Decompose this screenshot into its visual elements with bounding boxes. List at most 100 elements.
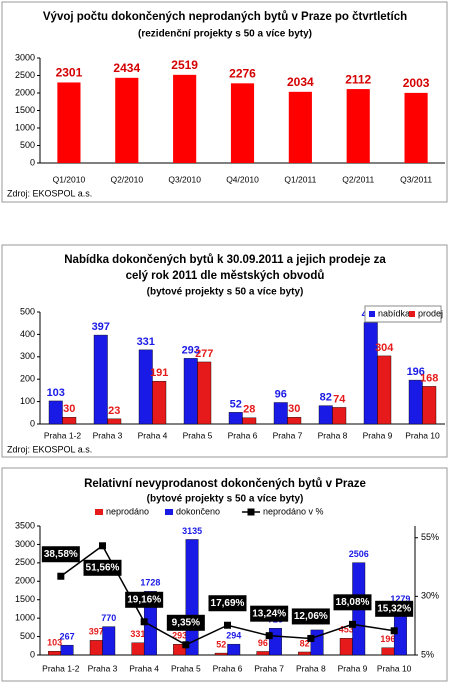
bar [363,322,378,425]
chart-title: Relativní nevyprodanost dokončených bytů… [84,478,366,490]
value-label-box [375,600,414,617]
value-label: 23 [108,405,120,417]
bar [339,638,353,656]
bar [173,74,197,163]
value-label: 191 [150,367,168,379]
value-label-box [125,591,164,608]
y-tick-label: 500 [20,631,35,641]
bar [115,77,139,163]
x-tick-label: Praha 7 [254,663,284,673]
value-label: 17,69% [211,598,245,609]
chart-subtitle: (bytové projekty s 50 a více byty) [147,287,304,298]
x-tick-label: Q3/2011 [400,174,432,184]
y-tick-label: 300 [20,351,35,361]
value-label: 293 [172,631,187,641]
value-label: 2276 [229,67,256,81]
y2-tick-label: 55% [421,532,439,542]
bar [346,89,370,163]
y-tick-label: 100 [20,396,35,406]
x-tick-label: Praha 3 [93,430,123,440]
y-tick-label: 1500 [15,105,35,115]
marker [99,542,106,550]
value-label: 51,56% [86,562,120,573]
y2-tick-label: 30% [421,591,439,601]
chart-frame [1,244,448,458]
y-tick-label: 200 [20,374,35,384]
marker [57,572,65,580]
marker [265,632,273,640]
legend-swatch [165,509,173,515]
value-label-box [166,614,205,631]
value-label: 304 [375,342,394,354]
legend-swatch [95,509,103,515]
bar [60,644,74,656]
value-label: 294 [226,631,241,641]
value-label: 196 [407,366,425,378]
y-tick-label: 2000 [15,576,35,586]
x-tick-label: Praha 1-2 [42,663,80,673]
value-label: 18,08% [336,597,370,608]
value-label: 30 [63,403,75,415]
legend-frame [364,305,442,323]
legend-swatch [369,311,375,317]
marker [182,641,190,649]
y-tick-label: 500 [20,140,35,150]
bar [404,92,428,163]
y2-tick-label: 5% [421,649,434,659]
legend-label: neprodáno v % [263,506,324,516]
x-tick-label: Q1/2011 [284,174,316,184]
x-tick-label: Praha 4 [138,430,168,440]
bar [422,386,437,425]
x-tick-label: Praha 9 [363,430,393,440]
marker [349,620,356,628]
legend-swatch [247,508,255,516]
marker [390,627,398,635]
value-label: 96 [258,638,268,648]
marker [224,621,231,629]
bar [152,381,167,425]
value-label: 19,16% [127,594,161,605]
bar [214,652,228,656]
bar [230,83,255,163]
value-label-box [83,559,122,576]
y-tick-label: 1000 [15,613,35,623]
value-label: 15,32% [377,603,411,614]
value-label: 52 [216,639,226,649]
value-label: 2003 [403,76,430,90]
source: Zdroj: EKOSPOL a.s. [7,188,92,198]
legend-label: dokončeno [176,506,220,516]
bar [377,355,392,425]
value-label: 2434 [113,61,140,75]
bar [48,400,63,425]
value-label: 13,24% [252,608,286,619]
chart-frame [1,1,448,203]
y-tick-label: 1500 [15,594,35,604]
value-label: 453 [339,625,354,635]
bar [89,640,103,656]
value-label: 1279 [390,594,410,604]
y-tick-label: 0 [30,649,35,659]
bar [138,349,153,425]
bar [197,361,212,425]
bar [256,651,270,656]
y-tick-label: 0 [30,418,35,428]
y-tick-label: 2000 [15,87,35,97]
bar [62,417,77,425]
chart-frame [1,467,448,682]
bar [227,643,241,656]
value-label: 397 [92,321,110,333]
x-tick-label: Praha 9 [338,663,368,673]
bar [185,539,199,656]
bar [183,358,198,425]
bar [228,412,243,425]
value-label: 38,58% [44,549,78,560]
value-label: 28 [243,404,255,416]
marker [307,634,315,642]
value-label: 2034 [287,75,314,89]
bar [288,91,312,163]
y-tick-label: 500 [20,306,35,316]
value-label-box [333,594,372,611]
value-label: 331 [130,629,145,639]
